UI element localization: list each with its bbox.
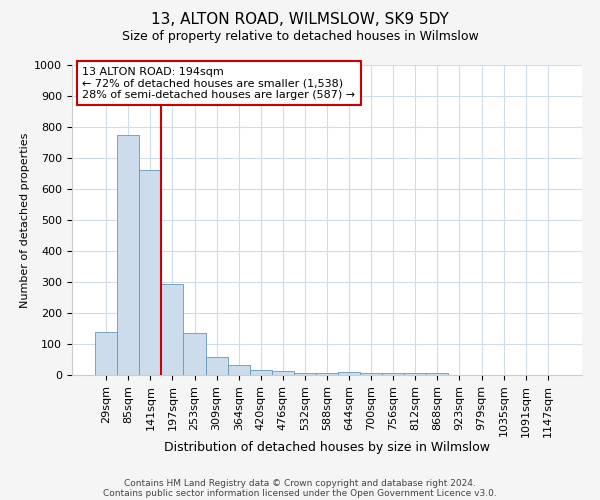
Bar [294,373,316,375]
Bar [250,370,272,375]
Bar [206,358,227,375]
Bar [227,365,250,375]
Text: 13, ALTON ROAD, WILMSLOW, SK9 5DY: 13, ALTON ROAD, WILMSLOW, SK9 5DY [151,12,449,28]
Bar [382,374,404,375]
Bar [95,332,117,375]
Bar [184,333,206,375]
Bar [316,374,338,375]
Text: Contains HM Land Registry data © Crown copyright and database right 2024.: Contains HM Land Registry data © Crown c… [124,478,476,488]
Y-axis label: Number of detached properties: Number of detached properties [20,132,30,308]
Text: Contains public sector information licensed under the Open Government Licence v3: Contains public sector information licen… [103,488,497,498]
Bar [139,170,161,375]
Bar [338,372,360,375]
Bar [272,372,294,375]
Text: Size of property relative to detached houses in Wilmslow: Size of property relative to detached ho… [122,30,478,43]
Bar [161,284,184,375]
Bar [427,372,448,375]
Bar [404,374,427,375]
Bar [360,372,382,375]
Bar [117,134,139,375]
Text: 13 ALTON ROAD: 194sqm
← 72% of detached houses are smaller (1,538)
28% of semi-d: 13 ALTON ROAD: 194sqm ← 72% of detached … [82,66,355,100]
X-axis label: Distribution of detached houses by size in Wilmslow: Distribution of detached houses by size … [164,441,490,454]
